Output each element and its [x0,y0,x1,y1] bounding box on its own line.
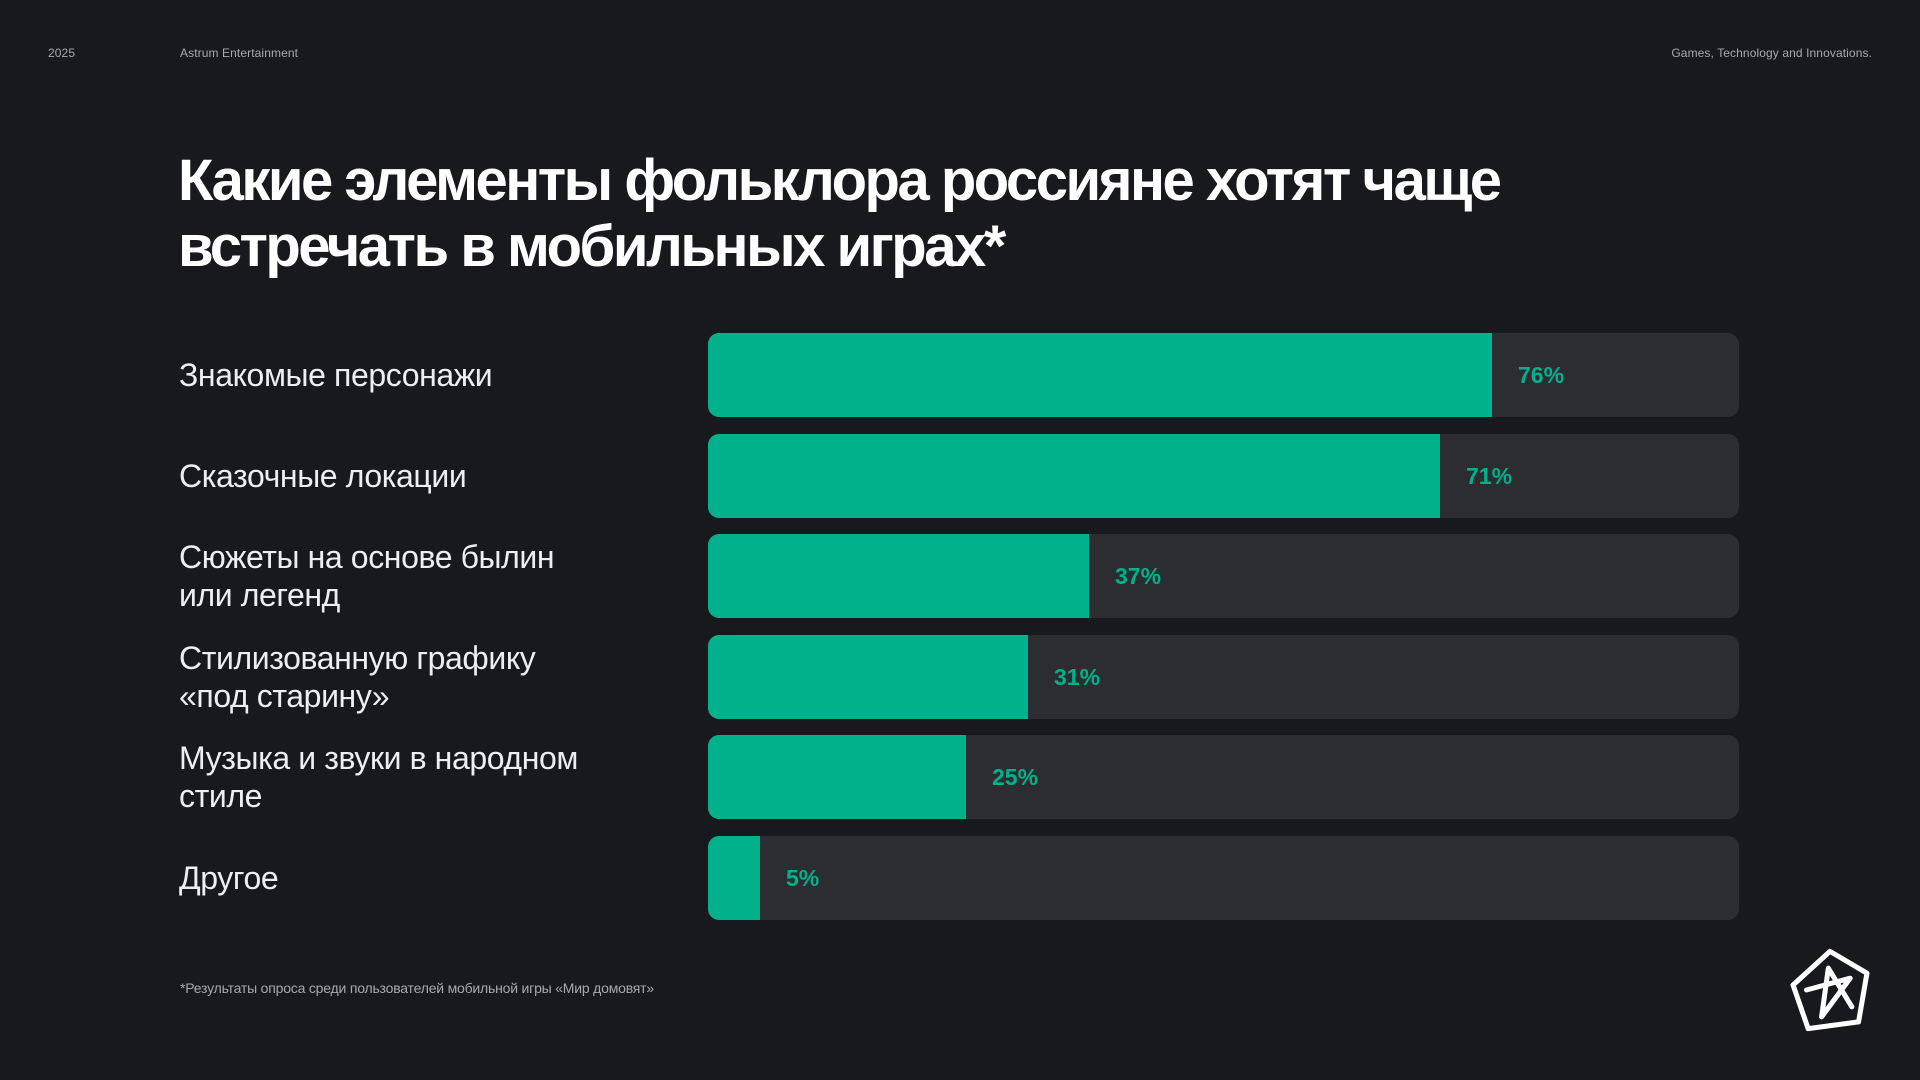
bar-track: 71% [708,434,1739,518]
bar-label-line: Знакомые персонажи [179,357,493,393]
bar-label-line: стиле [179,778,263,814]
bar-label-line: Стилизованную графику [179,640,536,676]
bar-value-label: 76% [1518,362,1565,388]
bar [708,534,1089,618]
bar-track: 76% [708,333,1739,417]
astrum-star-logo-icon [1790,948,1870,1032]
bar [708,434,1440,518]
bar-label: Другое [179,836,639,920]
bar-label-line: Сюжеты на основе былин [179,539,555,575]
bar [708,836,760,920]
header-tagline: Games, Technology and Innovations. [1671,46,1872,60]
footnote: *Результаты опроса среди пользователей м… [180,980,654,996]
bar-label-line: Другое [179,860,279,896]
bar-label-line: Сказочные локации [179,458,467,494]
bar [708,735,966,819]
bar-track: 25% [708,735,1739,819]
bar-label-line: Музыка и звуки в народном [179,740,578,776]
bar-label: Стилизованную графику «под старину» [179,635,639,719]
bar-track: 37% [708,534,1739,618]
page-title-line-1: Какие элементы фольклора россияне хотят … [178,148,1502,213]
bar-value-label: 5% [786,865,820,891]
bar-value-label: 31% [1054,664,1101,690]
page-title-line-2: встречать в мобильных играх* [178,214,1006,279]
bar-value-label: 71% [1466,463,1513,489]
bar-label-line: или легенд [179,577,340,613]
header-company: Astrum Entertainment [180,46,299,60]
bar [708,635,1028,719]
page-title: Какие элементы фольклора россияне хотят … [178,148,1628,280]
bar-value-label: 25% [992,764,1039,790]
bar-track: 31% [708,635,1739,719]
bar-label-line: «под старину» [179,678,390,714]
bar-label: Сюжеты на основе былин или легенд [179,534,639,618]
bar [708,333,1492,417]
bar-label: Знакомые персонажи [179,333,639,417]
bar-label: Сказочные локации [179,434,639,518]
bar-label: Музыка и звуки в народном стиле [179,735,639,819]
bar-track: 5% [708,836,1739,920]
header-year: 2025 [48,46,76,60]
bar-value-label: 37% [1115,563,1162,589]
